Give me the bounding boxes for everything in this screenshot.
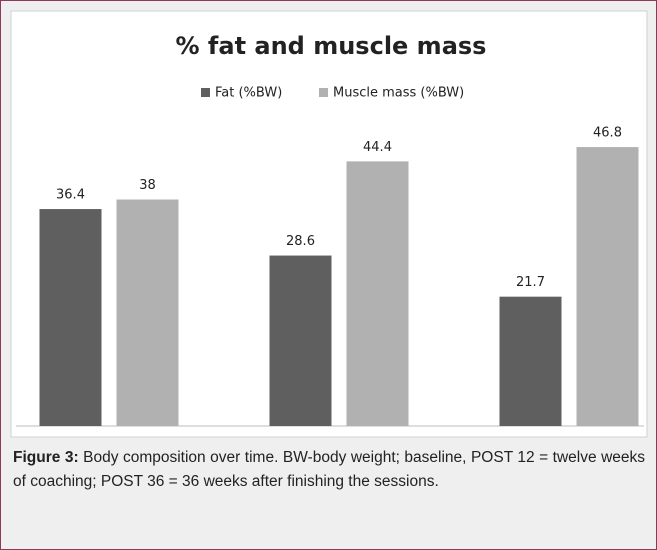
bar <box>499 296 562 426</box>
bar <box>269 255 332 426</box>
caption: Figure 3: Body composition over time. BW… <box>13 446 645 494</box>
value-label: 38 <box>139 178 156 193</box>
legend-label: Muscle mass (%BW) <box>333 86 464 101</box>
legend-swatch <box>319 88 328 97</box>
legend-swatch <box>201 88 210 97</box>
caption-label: Figure 3: <box>13 449 79 466</box>
bar <box>576 147 639 426</box>
value-label: 21.7 <box>516 275 545 290</box>
chart-title: % fat and muscle mass <box>176 32 487 60</box>
value-label: 46.8 <box>593 126 622 141</box>
value-label: 28.6 <box>286 234 315 249</box>
value-label: 44.4 <box>363 140 392 155</box>
legend-label: Fat (%BW) <box>215 86 282 101</box>
value-label: 36.4 <box>56 188 85 203</box>
bar <box>116 199 179 426</box>
chart: % fat and muscle mass Fat (%BW) Muscle ma… <box>10 10 648 438</box>
caption-text: Body composition over time. BW-body weig… <box>13 449 645 490</box>
bar <box>346 161 409 426</box>
bar <box>39 209 102 426</box>
